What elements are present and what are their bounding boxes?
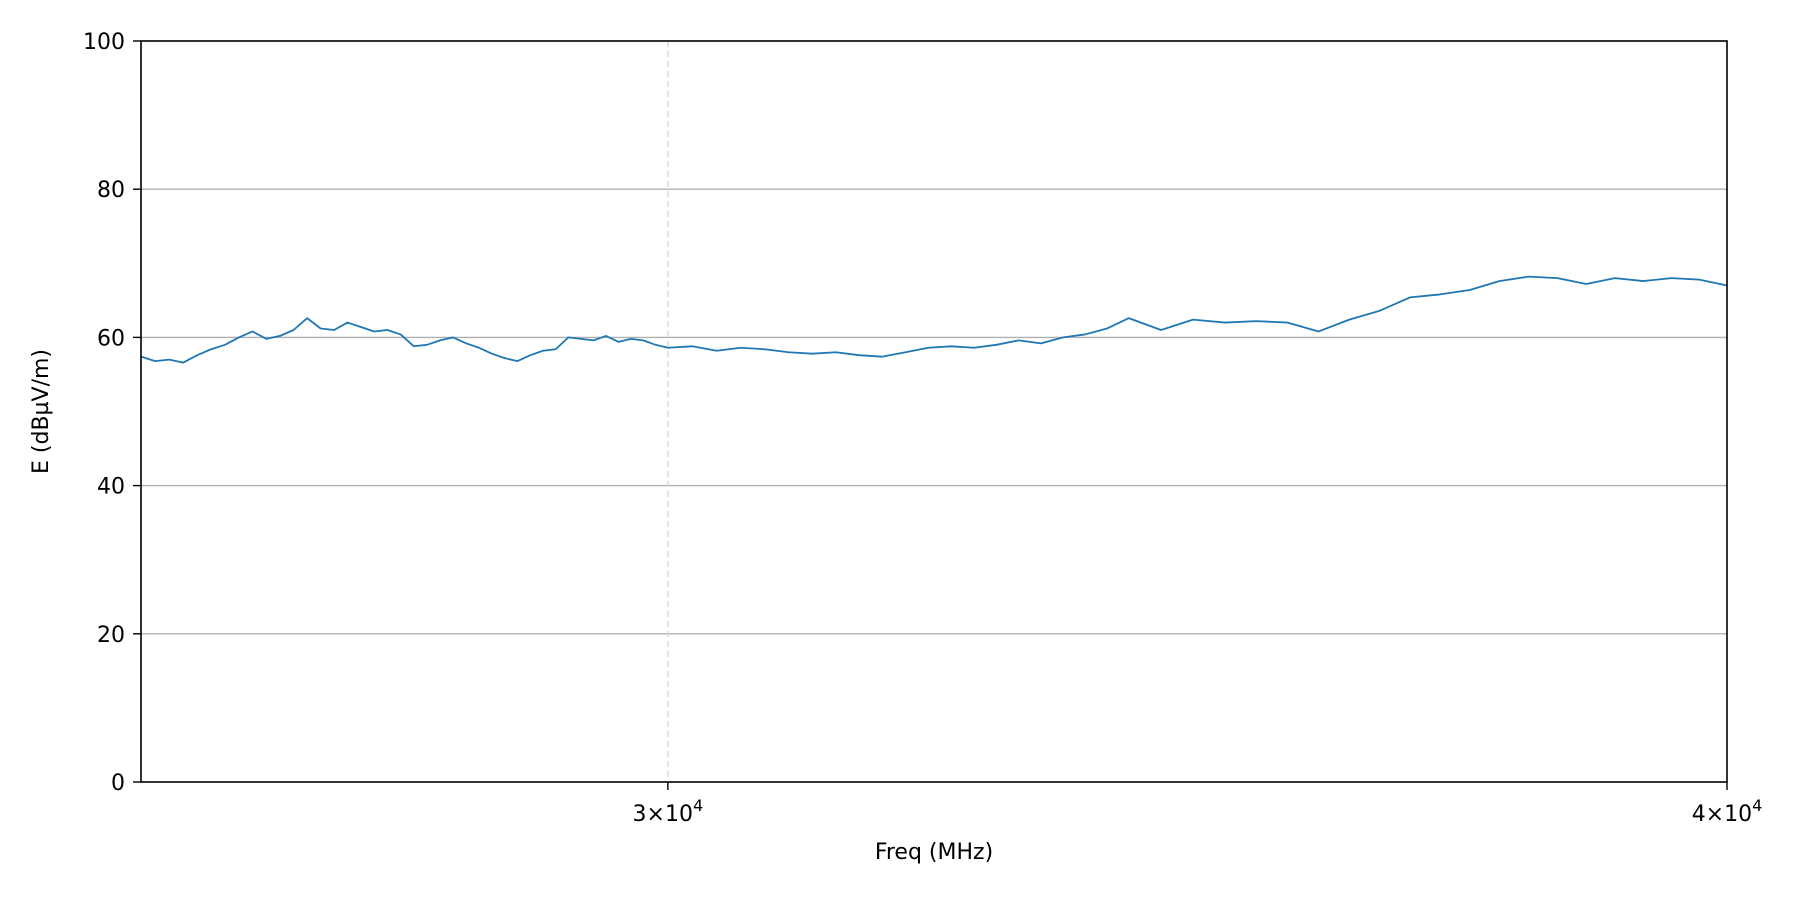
y-tick-label: 60 bbox=[97, 326, 125, 351]
x-tick-label: 3×104 bbox=[633, 796, 704, 827]
axis-ticks: 0 20 40 60 80 100 3×104 4×104 bbox=[83, 30, 1762, 827]
series-line bbox=[140, 275, 1728, 364]
y-tick-label: 0 bbox=[111, 771, 125, 796]
x-tick-label: 4×104 bbox=[1692, 796, 1763, 827]
y-tick-label: 100 bbox=[83, 30, 125, 55]
y-tick-label: 20 bbox=[97, 623, 125, 648]
y-axis-label: E (dBµV/m) bbox=[29, 349, 54, 474]
x-axis-label: Freq (MHz) bbox=[875, 840, 993, 865]
series-layer bbox=[140, 275, 1728, 364]
y-tick-label: 80 bbox=[97, 178, 125, 203]
plot-area-frame bbox=[140, 40, 1728, 783]
grid-lines bbox=[141, 41, 1727, 782]
y-tick-label: 40 bbox=[97, 475, 125, 500]
